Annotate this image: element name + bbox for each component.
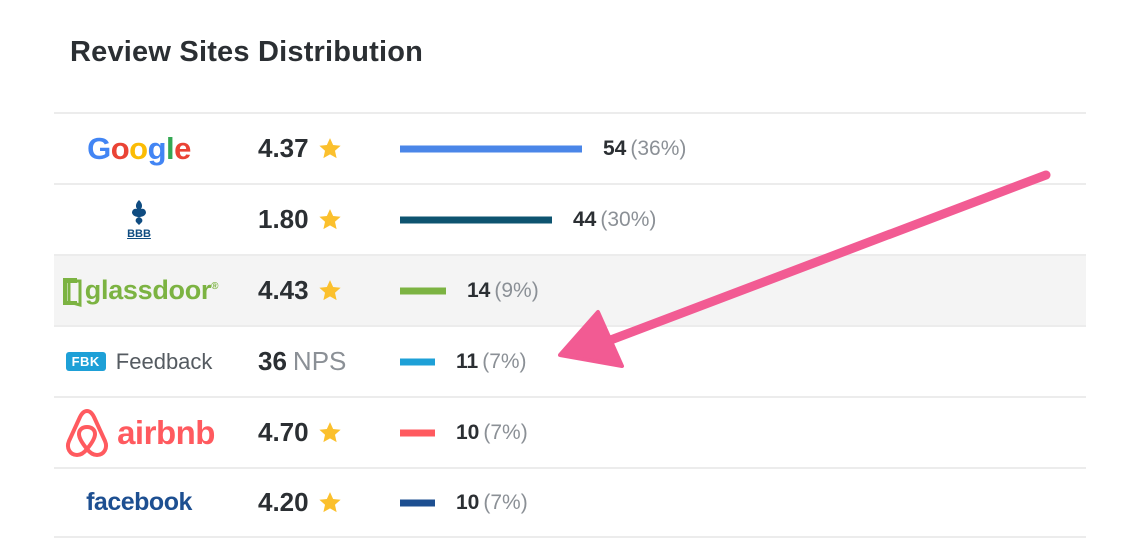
page-title: Review Sites Distribution <box>70 36 424 68</box>
feedback-logo: FBK Feedback <box>54 327 224 396</box>
share-bar <box>400 216 552 223</box>
table-row-glassdoor[interactable]: glassdoor® 4.43 14 (9%) <box>54 254 1086 325</box>
review-count: 44 (30%) <box>573 207 657 231</box>
share-bar <box>400 287 446 294</box>
review-sites-table: Google 4.37 54 (36%) BBB 1.80 44 (30 <box>54 112 1086 538</box>
glassdoor-door-icon <box>62 277 82 307</box>
star-icon <box>318 137 341 158</box>
bbb-torch-icon <box>132 200 146 225</box>
fbk-badge: FBK <box>65 352 106 371</box>
share-bar <box>400 429 435 436</box>
rating-value: 4.37 <box>258 114 343 183</box>
table-row-facebook[interactable]: facebook 4.20 10 (7%) <box>54 467 1086 538</box>
share-bar <box>400 499 435 506</box>
rating-value: 4.20 <box>258 469 343 536</box>
star-icon <box>318 208 341 229</box>
rating-number: 4.70 <box>258 417 309 447</box>
airbnb-logo: airbnb <box>54 398 224 467</box>
rating-value: 1.80 <box>258 185 343 254</box>
google-logo: Google <box>87 130 191 166</box>
review-count: 10 (7%) <box>456 420 528 444</box>
review-count: 10 (7%) <box>456 490 528 514</box>
star-icon <box>318 491 341 512</box>
rating-number: 4.37 <box>258 133 309 163</box>
rating-number: 4.20 <box>258 487 309 517</box>
facebook-logo: facebook <box>86 488 192 516</box>
table-row-bbb[interactable]: BBB 1.80 44 (30%) <box>54 183 1086 254</box>
airbnb-belo-icon <box>66 408 109 457</box>
rating-number: 36 <box>258 346 287 376</box>
share-bar <box>400 145 582 152</box>
rating-value: 4.70 <box>258 398 343 467</box>
share-bar <box>400 358 435 365</box>
review-count: 14 (9%) <box>467 278 539 302</box>
rating-value: 36 NPS <box>258 327 346 396</box>
rating-number: 1.80 <box>258 204 309 234</box>
star-icon <box>318 421 341 442</box>
review-count: 54 (36%) <box>603 136 687 160</box>
rating-number: 4.43 <box>258 275 309 305</box>
glassdoor-logo: glassdoor® <box>54 256 224 325</box>
rating-unit: NPS <box>292 346 347 376</box>
table-row-google[interactable]: Google 4.37 54 (36%) <box>54 112 1086 183</box>
rating-value: 4.43 <box>258 256 343 325</box>
table-row-feedback[interactable]: FBK Feedback 36 NPS 11 (7%) <box>54 325 1086 396</box>
table-row-airbnb[interactable]: airbnb 4.70 10 (7%) <box>54 396 1086 467</box>
bbb-logo: BBB <box>54 185 224 254</box>
star-icon <box>318 279 341 300</box>
review-count: 11 (7%) <box>456 349 527 373</box>
